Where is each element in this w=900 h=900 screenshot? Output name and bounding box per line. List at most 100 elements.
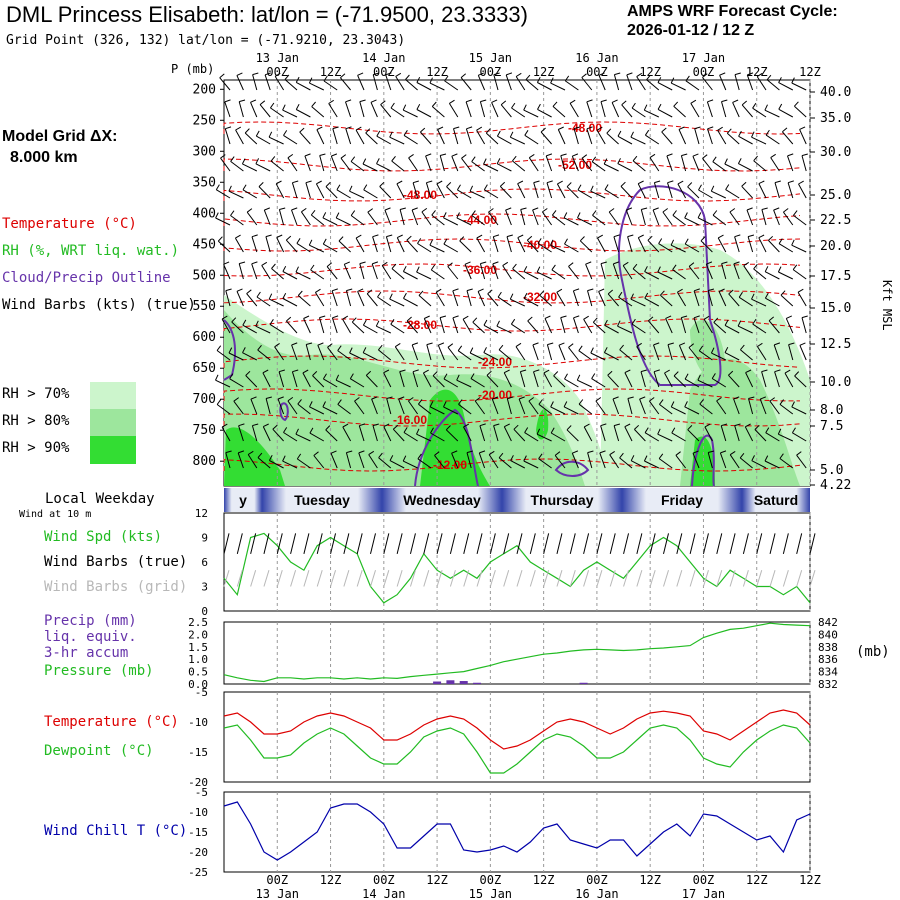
wind-barb xyxy=(528,400,539,415)
page-title: DML Princess Elisabeth: lat/lon = (-71.9… xyxy=(6,2,528,27)
wind-barb xyxy=(801,317,807,334)
wind-barb-flag xyxy=(764,292,769,299)
wind-barb xyxy=(457,350,472,361)
wind-barb xyxy=(421,211,432,226)
wind-barb-flag xyxy=(268,293,273,300)
wind-barb xyxy=(242,163,258,172)
wind-barb xyxy=(383,426,392,442)
wind-barb-flag xyxy=(543,369,550,374)
wind-barb xyxy=(658,243,673,253)
wind-barb-flag xyxy=(518,396,525,400)
wind-barb xyxy=(599,452,606,469)
wind-barb-flag xyxy=(566,425,572,431)
wind-barb-flag xyxy=(604,184,609,190)
wind-barb-flag xyxy=(359,423,366,427)
chill-tick-label: -10 xyxy=(188,806,208,819)
wind-barb-flag xyxy=(713,317,719,323)
wind-barb xyxy=(309,406,325,415)
top-hour-tick-label: 00Z xyxy=(266,65,288,79)
surface-wind-barb xyxy=(556,533,563,554)
wind-barb xyxy=(578,403,593,415)
wind-barb xyxy=(761,371,767,388)
wind-barb-flag xyxy=(591,373,596,379)
height-tick-label: 25.0 xyxy=(820,188,851,203)
wind-barb xyxy=(296,81,311,91)
wind-barb xyxy=(538,458,552,469)
wind-barb-flag xyxy=(641,207,648,210)
wind-barb xyxy=(558,345,566,361)
surface-wind-barb xyxy=(236,533,243,554)
wind-barb-flag xyxy=(274,72,281,77)
wind-barb-flag xyxy=(764,266,769,272)
surface-wind-barb xyxy=(223,533,230,554)
wind-barb xyxy=(746,74,754,91)
wind-barb xyxy=(779,403,794,415)
wind-barb-flag xyxy=(252,423,259,427)
wind-barb-flag xyxy=(229,373,234,380)
wind-barb-flag xyxy=(379,181,385,187)
surface-wind-barb-grid xyxy=(809,570,816,587)
wind-barb-flag xyxy=(617,320,621,327)
wind-barb-flag xyxy=(569,99,576,104)
wind-barb-flag xyxy=(697,212,702,219)
wind-barb-flag xyxy=(726,128,732,134)
precip-panel-frame xyxy=(223,621,811,685)
wind-barb-flag xyxy=(251,261,258,265)
wind-barb xyxy=(591,378,606,388)
wind-barb xyxy=(592,321,606,334)
wind-barb-flag xyxy=(757,342,763,347)
wind-barb-flag xyxy=(480,99,487,103)
wind-barb-flag xyxy=(430,264,436,271)
wind-barb xyxy=(462,318,472,334)
wind-barb-flag xyxy=(652,207,659,211)
wind-barb-flag xyxy=(778,103,783,110)
wind-barb xyxy=(533,371,539,388)
wind-barb xyxy=(692,453,700,469)
wind-barb-flag xyxy=(774,342,781,346)
wind-barb xyxy=(617,163,633,172)
wind-barb-flag xyxy=(496,158,501,164)
wind-barb xyxy=(620,186,633,199)
wind-barb-flag xyxy=(246,289,252,294)
wind-barb-flag xyxy=(381,261,388,266)
wind-barb xyxy=(257,457,271,469)
wind-barb xyxy=(657,271,673,280)
height-tick-label: 5.0 xyxy=(820,463,843,478)
wind-barb-flag xyxy=(456,374,460,381)
top-hour-tick-label: 12Z xyxy=(639,65,661,79)
wind-barb xyxy=(551,269,566,280)
wind-barb xyxy=(667,344,673,361)
wind-barb xyxy=(304,155,311,172)
wind-barb xyxy=(295,433,311,442)
wind-barb xyxy=(647,239,660,253)
wind-barb xyxy=(287,400,298,415)
wind-barb xyxy=(278,371,285,388)
wind-barb-flag xyxy=(247,450,254,455)
wind-barb-flag xyxy=(725,184,730,190)
surface-wind-barb xyxy=(782,533,789,554)
wind-barb-flag xyxy=(447,262,453,267)
wind-barb xyxy=(743,265,754,280)
wind-barb-flag xyxy=(630,131,634,138)
temperature-contour-label: -24.00 xyxy=(478,355,512,369)
wind-barb xyxy=(611,102,620,118)
wind-barb xyxy=(564,243,579,253)
wind-barb-flag xyxy=(704,423,711,428)
wind-barb-flag xyxy=(684,212,688,219)
precip-bar xyxy=(446,680,455,684)
weekday-cell xyxy=(224,488,262,512)
pressure-right-tick-label: 834 xyxy=(818,666,838,679)
wind-barb xyxy=(801,155,807,172)
wind-barb xyxy=(355,129,365,145)
wind-barb xyxy=(685,80,700,91)
wind-barb xyxy=(484,189,499,199)
wind-barb-flag xyxy=(417,399,423,405)
wind-barb xyxy=(578,350,593,361)
dewpoint-legend: Dewpoint (°C) xyxy=(44,743,154,759)
wind-barb-flag xyxy=(282,104,286,111)
wind-barb-flag xyxy=(269,319,274,325)
wind-barb-flag xyxy=(319,315,326,319)
wind-barb xyxy=(699,403,713,415)
temperature-contour xyxy=(223,263,801,277)
wind-barb-flag xyxy=(671,427,676,434)
